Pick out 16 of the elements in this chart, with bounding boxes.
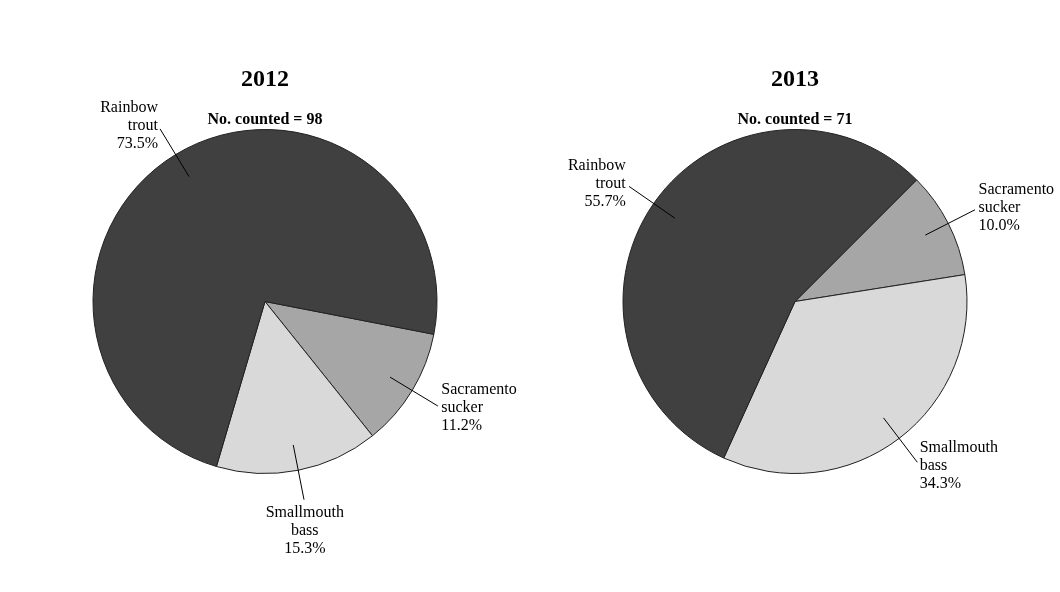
slice-label: Smallmouth bass: [265, 502, 344, 538]
data-label: 55.7%: [584, 192, 626, 210]
slice-label: Sacramento sucker: [441, 380, 517, 416]
text: No. counted = 98: [207, 109, 323, 127]
chart-subtitle: No. counted = 71: [737, 109, 853, 127]
slice-label: Rainbow trout: [567, 156, 627, 192]
data-label: 73.5%: [116, 133, 158, 151]
chart-title: 2012: [241, 64, 289, 91]
data-label: 34.3%: [919, 473, 962, 491]
slice-label: Sacramento sucker: [978, 180, 1055, 216]
chart-title: 2013: [771, 64, 819, 91]
slice-label: Smallmouth bass: [919, 437, 998, 473]
data-label: 11.2%: [441, 416, 483, 434]
data-label: 10.0%: [978, 216, 1020, 234]
slice-label: Rainbow trout: [100, 97, 159, 133]
data-label: 15.3%: [284, 538, 326, 556]
